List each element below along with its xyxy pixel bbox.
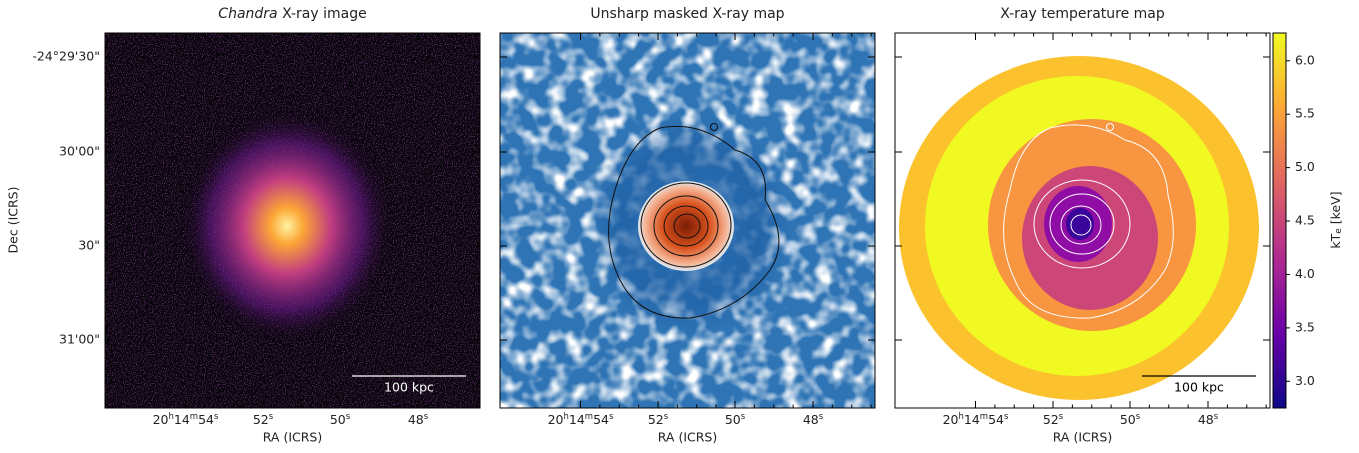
tick-sup: s: [1059, 412, 1064, 422]
tick-part: 52: [648, 412, 664, 427]
tick-part: 14: [174, 412, 190, 427]
colorbar-tick-label: 4.0: [1295, 266, 1315, 281]
label-part: kT: [1328, 233, 1343, 248]
tick-part: 52: [253, 412, 269, 427]
x-tick-label: 48s: [408, 412, 429, 427]
x-tick-label: 50s: [330, 412, 351, 427]
tick-sup: s: [1004, 412, 1009, 422]
colorbar-tick-label: 4.5: [1295, 213, 1315, 228]
tick-part: 14: [964, 412, 980, 427]
tick-part: 50: [330, 412, 346, 427]
y-tick-label: 31'00": [59, 332, 100, 347]
x-axis-label: RA (ICRS): [263, 430, 323, 445]
title-part: X-ray image: [278, 6, 367, 22]
tick-sup: s: [819, 412, 824, 422]
y-axis-label: Dec (ICRS): [6, 187, 21, 254]
tick-part: 20: [548, 412, 564, 427]
label-part: [keV]: [1328, 191, 1343, 228]
tick-sup: s: [346, 412, 351, 422]
tick-part: 52: [1043, 412, 1059, 427]
colorbar-tick-label: 6.0: [1295, 52, 1315, 67]
scalebar-label: 100 kpc: [1174, 380, 1224, 395]
temperature-map: [895, 33, 1270, 408]
y-tick-label: 30": [78, 238, 100, 253]
tick-part: 50: [725, 412, 741, 427]
tick-sup: m: [585, 412, 593, 422]
x-tick-label: 20h14m54s: [548, 412, 614, 427]
tick-sup: h: [563, 412, 568, 422]
title-part: X-ray temperature map: [1000, 6, 1165, 22]
y-tick-label: 30'00": [59, 144, 100, 159]
tick-part: 48: [1198, 412, 1214, 427]
y-tick-label: -24°29'30": [32, 49, 100, 64]
tick-part: 20: [943, 412, 959, 427]
x-axis-label: RA (ICRS): [1053, 430, 1113, 445]
colorbar-tick-label: 5.5: [1295, 106, 1315, 121]
frames: [104, 32, 1287, 409]
colorbar-tick-label: 3.0: [1295, 373, 1315, 388]
tick-sup: m: [980, 412, 988, 422]
title-part: Chandra: [218, 6, 277, 22]
tick-sup: h: [168, 412, 173, 422]
tick-sup: s: [1214, 412, 1219, 422]
tick-sup: s: [1136, 412, 1141, 422]
colorbar-tick-label: 3.5: [1295, 319, 1315, 334]
tick-part: 54: [198, 412, 214, 427]
tick-part: 48: [803, 412, 819, 427]
tick-sup: s: [269, 412, 274, 422]
tick-sup: s: [741, 412, 746, 422]
panel-title: X-ray temperature map: [1000, 6, 1165, 22]
tick-part: 48: [408, 412, 424, 427]
xray-image: [105, 33, 480, 408]
x-tick-label: 20h14m54s: [153, 412, 219, 427]
x-tick-label: 48s: [1198, 412, 1219, 427]
x-tick-label: 48s: [803, 412, 824, 427]
label-part: e: [1334, 228, 1344, 234]
unsharp-map: [500, 33, 875, 408]
tick-part: 54: [593, 412, 609, 427]
x-tick-label: 52s: [1043, 412, 1064, 427]
tick-part: 20: [153, 412, 169, 427]
x-tick-label: 50s: [1120, 412, 1141, 427]
tick-sup: s: [609, 412, 614, 422]
tick-sup: m: [190, 412, 198, 422]
tick-part: 14: [569, 412, 585, 427]
scalebar-label: 100 kpc: [384, 380, 434, 395]
x-tick-label: 52s: [253, 412, 274, 427]
tick-sup: s: [424, 412, 429, 422]
tick-part: 50: [1120, 412, 1136, 427]
x-tick-label: 20h14m54s: [943, 412, 1009, 427]
tick-part: 54: [988, 412, 1004, 427]
x-axis-label: RA (ICRS): [658, 430, 718, 445]
x-tick-label: 52s: [648, 412, 669, 427]
title-part: Unsharp masked X-ray map: [590, 6, 784, 22]
colorbar-tick-label: 5.0: [1295, 159, 1315, 174]
tick-sup: h: [958, 412, 963, 422]
x-tick-label: 50s: [725, 412, 746, 427]
panel-title: Unsharp masked X-ray map: [590, 6, 784, 22]
tick-sup: s: [214, 412, 219, 422]
tick-sup: s: [664, 412, 669, 422]
panel-title: Chandra X-ray image: [218, 6, 366, 22]
colorbar-label: kTe [keV]: [1328, 191, 1344, 248]
